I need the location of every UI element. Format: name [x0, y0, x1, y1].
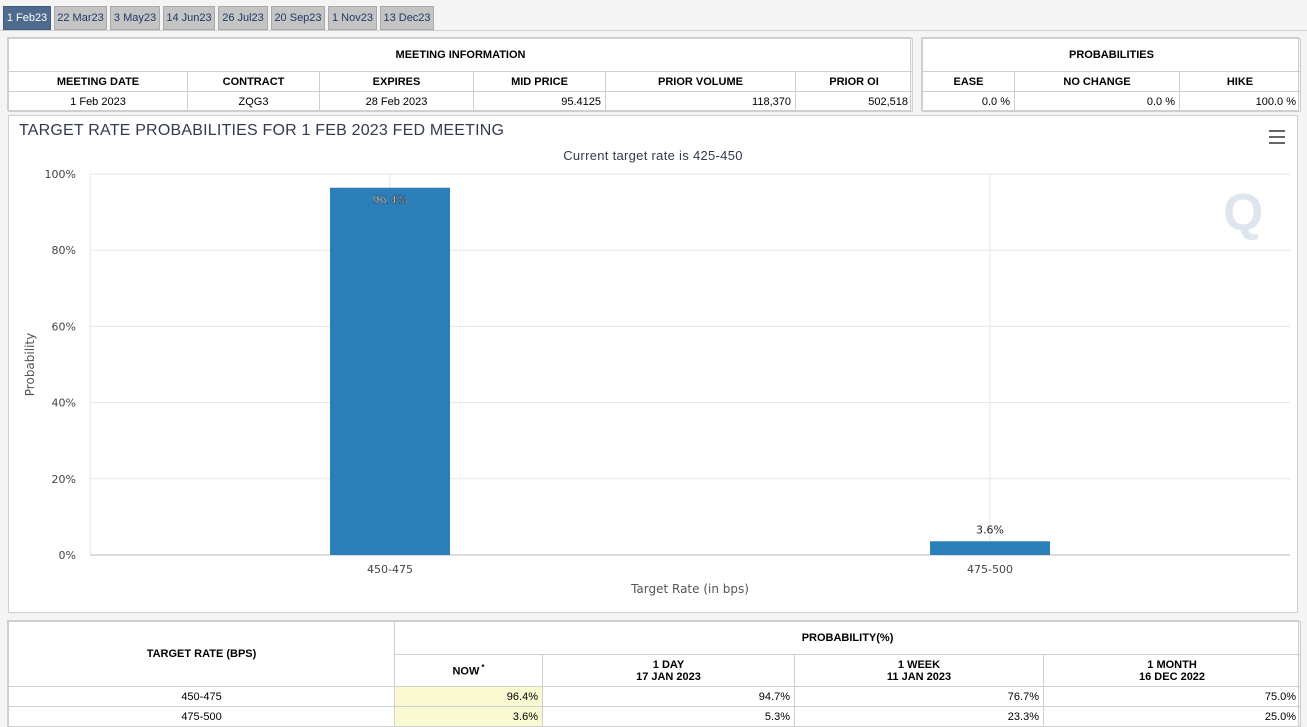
one-month-cell: 25.0%: [1042, 706, 1302, 727]
y-tick-label: 0%: [59, 549, 76, 562]
chart-gridlines: [89, 173, 1290, 556]
header-hike: HIKE: [1178, 71, 1302, 92]
tab-1-nov23[interactable]: 1 Nov23: [328, 6, 377, 30]
probabilities-panel: PROBABILITIES EASE NO CHANGE HIKE 0.0 % …: [921, 37, 1302, 112]
x-tick-label: 475-500: [967, 563, 1013, 576]
expires-value: 28 Feb 2023: [319, 91, 474, 112]
tab-3-may23[interactable]: 3 May23: [110, 6, 160, 30]
no-change-value: 0.0 %: [1014, 91, 1180, 112]
probabilities-table: PROBABILITIES EASE NO CHANGE HIKE 0.0 % …: [921, 38, 1302, 112]
tab-14-jun23[interactable]: 14 Jun23: [163, 6, 215, 30]
header-no-change: NO CHANGE: [1014, 71, 1180, 92]
tab-20-sep23[interactable]: 20 Sep23: [271, 6, 325, 30]
header-probability: PROBABILITY(%): [393, 621, 1302, 655]
now-footnote-mark: *: [481, 663, 485, 673]
header-target-rate-bps: TARGET RATE (BPS): [8, 621, 395, 687]
meeting-information-panel: MEETING INFORMATION MEETING DATE CONTRAC…: [7, 37, 914, 112]
header-1-week: 1 WEEK 11 JAN 2023: [794, 654, 1044, 687]
prior-volume-value: 118,370: [605, 91, 796, 112]
target-rate-cell: 475-500: [8, 706, 395, 727]
ease-value: 0.0 %: [922, 91, 1015, 112]
now-cell: 3.6%: [394, 706, 543, 727]
y-tick-label: 60%: [52, 320, 76, 333]
meeting-information-title: MEETING INFORMATION: [7, 38, 914, 72]
header-1-month: 1 MONTH 16 DEC 2022: [1042, 654, 1302, 687]
header-meeting-date: MEETING DATE: [8, 71, 188, 92]
bar-chart: 0% 20% 40% 60% 80% 100% 96.4% 450-475 3.6% 475-50…: [23, 168, 1290, 596]
probability-history-table: TARGET RATE (BPS) PROBABILITY(%) NOW * 1 …: [8, 621, 1302, 727]
meeting-information-table: MEETING INFORMATION MEETING DATE CONTRAC…: [7, 38, 914, 112]
x-tick-label: 450-475: [367, 563, 413, 576]
prior-oi-value: 502,518: [794, 91, 914, 112]
header-contract: CONTRACT: [187, 71, 320, 92]
header-ease: EASE: [922, 71, 1015, 92]
contract-value: ZQG3: [187, 91, 320, 112]
x-axis-title: Target Rate (in bps): [630, 582, 749, 596]
chart-labels: 0% 20% 40% 60% 80% 100% 96.4% 450-475 3.6% 475-50…: [23, 168, 1013, 596]
y-axis-title: Probability: [23, 333, 37, 396]
bar-475-500: [930, 541, 1050, 555]
tab-1-feb23[interactable]: 1 Feb23: [3, 6, 51, 30]
one-day-cell: 94.7%: [542, 686, 795, 707]
header-mid-price: MID PRICE: [473, 71, 606, 92]
chart-subtitle: Current target rate is 425-450: [563, 148, 743, 163]
header-expires: EXPIRES: [319, 71, 474, 92]
table-row: 450-475 96.4% 94.7% 76.7% 75.0%: [8, 686, 1302, 707]
bar-450-475: [330, 187, 450, 555]
meeting-date-value: 1 Feb 2023: [8, 91, 188, 112]
probabilities-title: PROBABILITIES: [921, 38, 1302, 72]
y-tick-label: 20%: [52, 473, 76, 486]
bar-data-label: 96.4%: [373, 194, 408, 207]
table-row: 475-500 3.6% 5.3% 23.3% 25.0%: [8, 706, 1302, 727]
header-now: NOW *: [394, 654, 543, 687]
mid-price-value: 95.4125: [473, 91, 606, 112]
chart-bars: [330, 187, 1050, 555]
tab-22-mar23[interactable]: 22 Mar23: [54, 6, 107, 30]
hike-value: 100.0 %: [1178, 91, 1302, 112]
watermark-logo-icon: Q: [1223, 184, 1264, 242]
chart-title: TARGET RATE PROBABILITIES FOR 1 FEB 2023…: [19, 122, 505, 139]
meeting-tabs: 1 Feb23 22 Mar23 3 May23 14 Jun23 26 Jul…: [0, 0, 1307, 31]
one-day-cell: 5.3%: [542, 706, 795, 727]
y-tick-label: 40%: [52, 397, 76, 410]
header-1-day: 1 DAY 17 JAN 2023: [542, 654, 795, 687]
one-week-cell: 23.3%: [794, 706, 1044, 727]
target-rate-cell: 450-475: [8, 686, 395, 707]
header-prior-oi: PRIOR OI: [794, 71, 914, 92]
y-tick-label: 80%: [52, 244, 76, 257]
one-month-cell: 75.0%: [1042, 686, 1302, 707]
tab-13-dec23[interactable]: 13 Dec23: [380, 6, 434, 30]
y-tick-label: 100%: [45, 168, 76, 181]
header-prior-volume: PRIOR VOLUME: [605, 71, 796, 92]
tab-26-jul23[interactable]: 26 Jul23: [218, 6, 268, 30]
bar-data-label: 3.6%: [976, 523, 1004, 536]
one-week-cell: 76.7%: [794, 686, 1044, 707]
now-cell: 96.4%: [394, 686, 543, 707]
target-rate-chart-panel: TARGET RATE PROBABILITIES FOR 1 FEB 2023…: [8, 115, 1298, 613]
probability-history-panel: TARGET RATE (BPS) PROBABILITY(%) NOW * 1 …: [7, 620, 1302, 727]
chart-menu-icon[interactable]: [1269, 130, 1285, 144]
